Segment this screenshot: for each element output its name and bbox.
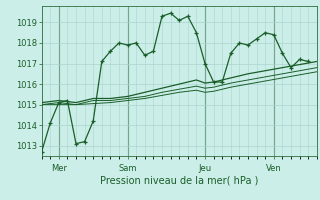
- X-axis label: Pression niveau de la mer( hPa ): Pression niveau de la mer( hPa ): [100, 175, 258, 185]
